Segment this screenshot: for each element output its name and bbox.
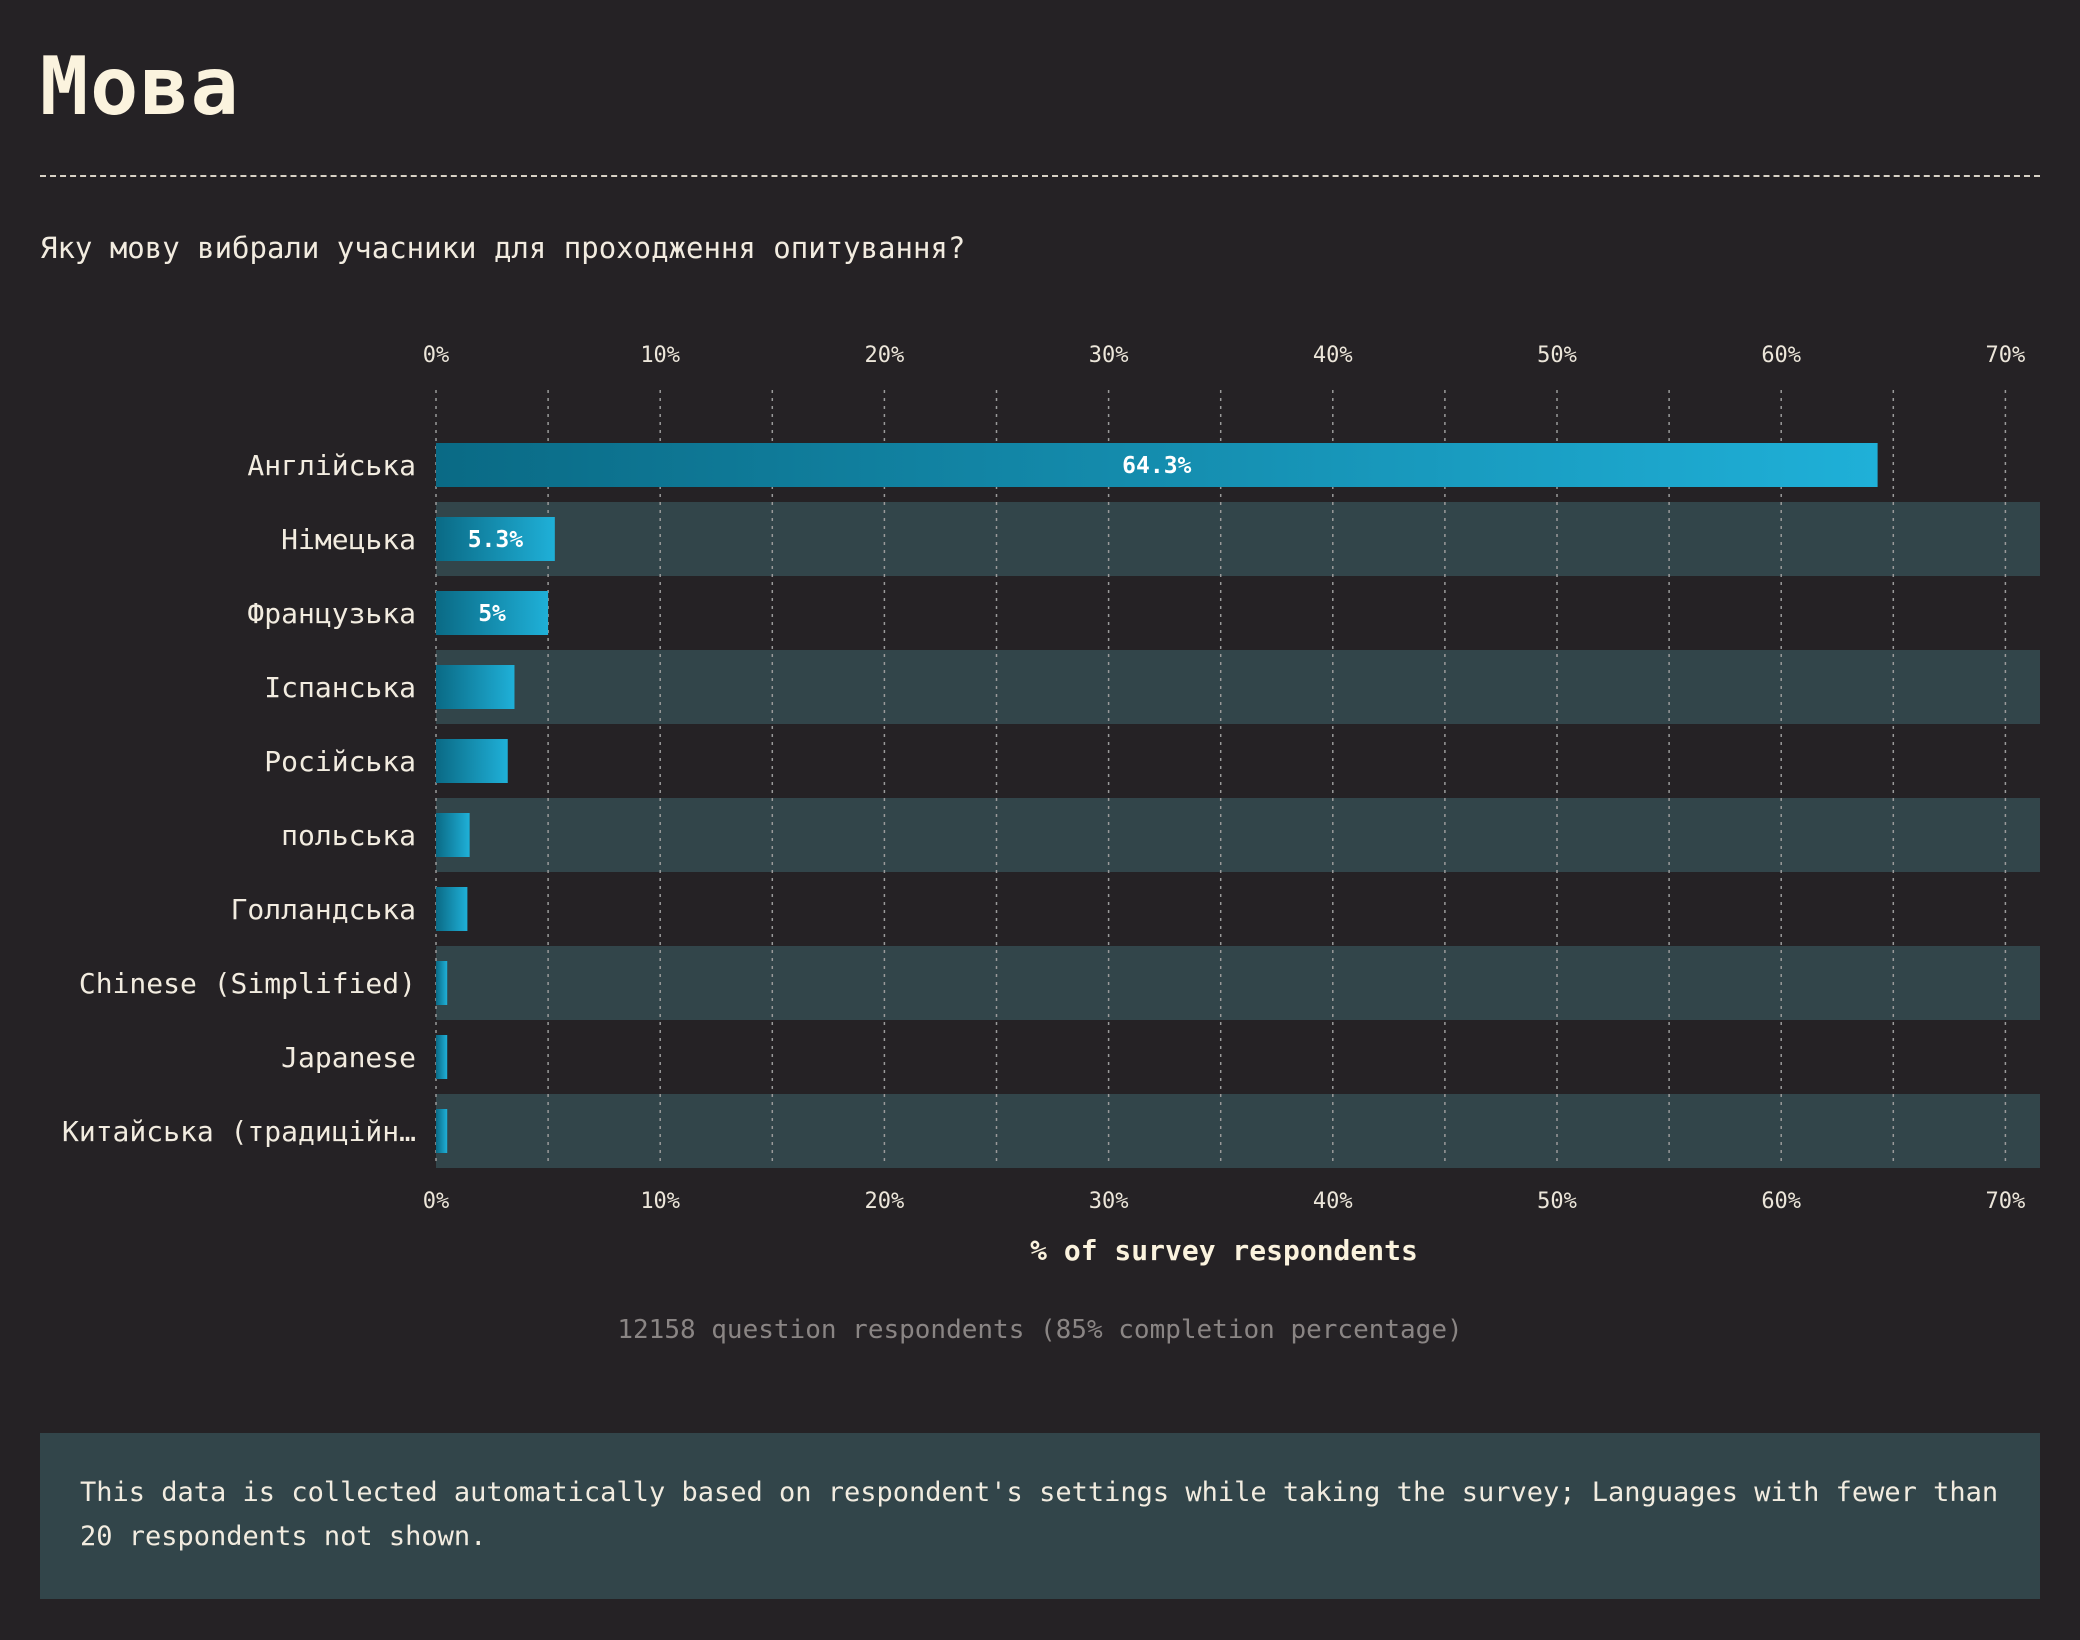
page-title: Мова xyxy=(40,40,241,133)
x-tick-label-bottom: 10% xyxy=(640,1189,680,1214)
row-band xyxy=(436,1094,2040,1168)
bar-chart: 0% 0% 10% 10% 20% 20% 30% 30% 40% 40% 50% 50% 60% 60%… xyxy=(62,343,2040,1267)
category-label: Japanese xyxy=(281,1041,416,1074)
bar xyxy=(436,1109,448,1153)
category-label: Chinese (Simplified) xyxy=(79,967,416,1000)
row-band xyxy=(436,798,2040,872)
x-tick-label-top: 40% xyxy=(1313,343,1353,368)
x-tick-label-top: 10% xyxy=(640,343,680,368)
bar xyxy=(436,665,515,709)
respondent-count: 12158 question respondents (85% completi… xyxy=(617,1315,1463,1345)
title-divider xyxy=(40,175,2040,177)
x-tick-label-top: 60% xyxy=(1761,343,1801,368)
x-tick-label-bottom: 30% xyxy=(1089,1189,1129,1214)
row-band xyxy=(436,946,2040,1020)
x-tick-label-bottom: 0% xyxy=(423,1189,450,1214)
x-tick-label-bottom: 50% xyxy=(1537,1189,1577,1214)
x-tick-label-bottom: 70% xyxy=(1986,1189,2026,1214)
bar xyxy=(436,443,1878,487)
data-label: 5% xyxy=(478,601,506,627)
x-tick-label-top: 30% xyxy=(1089,343,1129,368)
x-tick-label-top: 0% xyxy=(423,343,450,368)
bar xyxy=(436,961,448,1005)
data-label: 64.3% xyxy=(1122,453,1191,479)
category-label: Російська xyxy=(264,745,416,778)
survey-question: Яку мову вибрали учасники для проходженн… xyxy=(40,231,966,265)
row-band xyxy=(436,502,2040,576)
x-tick-label-bottom: 60% xyxy=(1761,1189,1801,1214)
x-tick-label-top: 70% xyxy=(1986,343,2026,368)
bar xyxy=(436,517,555,561)
data-label: 5.3% xyxy=(468,527,524,553)
category-label: польська xyxy=(281,819,416,852)
category-label: Іспанська xyxy=(264,671,416,704)
x-tick-label-top: 20% xyxy=(865,343,905,368)
row-band xyxy=(436,650,2040,724)
category-label: Китайська (традиційн… xyxy=(62,1115,416,1148)
info-note-text: This data is collected automatically bas… xyxy=(80,1477,1999,1552)
bar xyxy=(436,591,549,635)
x-axis-title: % of survey respondents xyxy=(1030,1234,1418,1267)
x-tick-label-bottom: 20% xyxy=(865,1189,905,1214)
bar xyxy=(436,887,468,931)
bar xyxy=(436,1035,448,1079)
category-label: Голландська xyxy=(231,893,416,926)
bar xyxy=(436,739,508,783)
category-label: Французька xyxy=(247,597,416,630)
info-note: This data is collected automatically bas… xyxy=(40,1433,2040,1599)
x-tick-label-bottom: 40% xyxy=(1313,1189,1353,1214)
category-label: Німецька xyxy=(281,523,416,556)
x-tick-label-top: 50% xyxy=(1537,343,1577,368)
bar xyxy=(436,813,470,857)
category-label: Англійська xyxy=(247,449,416,482)
